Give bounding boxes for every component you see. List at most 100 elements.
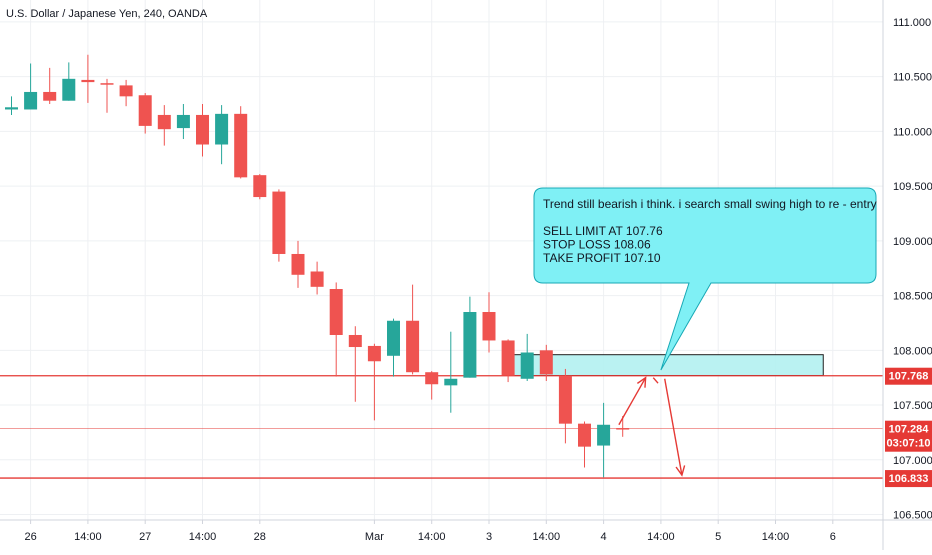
current-price-tag: 107.284 03:07:10 — [885, 420, 932, 452]
candle-body — [348, 334, 362, 348]
axis-ticks: 111.000 110.500 110.000 109.500 109.000 108.5… — [24, 17, 932, 543]
time-tick-label: 26 — [24, 531, 36, 543]
take-profit-level-tag: 106.833 — [885, 470, 932, 488]
candle — [520, 333, 534, 381]
candle — [272, 189, 286, 262]
candle-body — [463, 312, 477, 378]
candle-body — [520, 352, 534, 379]
time-tick-label: 14:00 — [418, 531, 446, 543]
candle — [81, 54, 95, 103]
price-tick-label: 108.500 — [893, 291, 932, 303]
callout-line: TAKE PROFIT 107.10 — [543, 251, 661, 265]
candle-body — [100, 83, 114, 85]
price-tag-label: 107.768 — [889, 371, 929, 383]
candle-body — [43, 91, 57, 101]
candles — [5, 54, 630, 478]
arrow-segment[interactable] — [664, 378, 683, 476]
symbol-title[interactable]: U.S. Dollar / Japanese Yen, 240, OANDA — [6, 8, 208, 20]
price-tick-label: 108.000 — [893, 345, 932, 357]
candle-body — [176, 114, 190, 129]
candle — [463, 296, 477, 378]
price-tick-label: 106.500 — [893, 510, 932, 522]
time-tick-label: Mar — [365, 531, 384, 543]
candle — [501, 339, 515, 383]
time-tick-label: 4 — [601, 531, 607, 543]
candle — [291, 240, 305, 288]
time-tick-label: 6 — [830, 531, 836, 543]
price-tick-label: 107.500 — [893, 400, 932, 412]
candle-body — [62, 78, 76, 101]
entry-zone-rect[interactable] — [513, 354, 824, 376]
candle — [329, 282, 343, 377]
callout-line: STOP LOSS 108.06 — [543, 238, 651, 252]
time-tick-label: 3 — [486, 531, 492, 543]
arrow-segment[interactable] — [618, 377, 647, 426]
time-tick-label: 14:00 — [762, 531, 790, 543]
candle — [310, 261, 324, 295]
candle — [62, 62, 76, 101]
candle-body — [387, 320, 400, 356]
arrow-head — [636, 376, 647, 388]
time-tick-label: 14:00 — [74, 531, 102, 543]
candle — [425, 371, 439, 400]
candle — [176, 104, 190, 140]
price-tick-label: 109.000 — [893, 236, 932, 248]
time-tick-label: 27 — [139, 531, 151, 543]
candle-body — [234, 113, 248, 178]
horizontal-levels[interactable] — [0, 375, 883, 479]
candle-body — [329, 289, 343, 335]
candle — [482, 292, 496, 353]
price-tags: 107.768 107.284 03:07:10 106.833 — [885, 367, 932, 488]
price-tick-label: 111.000 — [893, 17, 931, 29]
candle-body — [119, 85, 133, 97]
price-tick-label: 110.000 — [893, 126, 932, 138]
candle — [539, 344, 553, 381]
time-tick-label: 14:00 — [647, 531, 675, 543]
sell-limit-level-tag: 107.768 — [885, 367, 932, 385]
candle-body — [310, 271, 324, 287]
candle — [558, 368, 572, 444]
candle-body — [5, 107, 18, 110]
candle — [367, 343, 381, 421]
candle — [234, 106, 248, 179]
time-tick-label: 5 — [715, 531, 721, 543]
candle — [444, 331, 458, 413]
candle — [43, 67, 57, 104]
price-tick-label: 110.500 — [893, 72, 932, 84]
callout-note[interactable]: Trend still bearish i think. i search sm… — [533, 187, 877, 371]
candle-body — [272, 191, 286, 254]
candle-body — [24, 91, 38, 110]
candle-body — [539, 350, 553, 375]
candle — [119, 79, 133, 107]
candle-body — [138, 95, 152, 126]
time-tick-label: 14:00 — [189, 531, 217, 543]
price-tag-bg — [885, 420, 932, 452]
candle — [387, 318, 400, 377]
candle-body — [501, 340, 515, 376]
arrow-head — [675, 465, 686, 477]
arrow-segment[interactable] — [652, 377, 659, 384]
countdown-label: 03:07:10 — [886, 438, 930, 450]
time-tick-label: 28 — [254, 531, 266, 543]
candle — [5, 96, 18, 115]
candle-body — [367, 345, 381, 362]
candle-body — [425, 372, 439, 385]
candle — [597, 402, 611, 478]
candle-body — [578, 423, 591, 447]
candle — [24, 63, 38, 110]
callout-bubble[interactable] — [533, 187, 877, 371]
candle-body — [444, 378, 458, 386]
candle — [578, 421, 591, 468]
forecast-arrows[interactable] — [618, 376, 686, 477]
time-tick-label: 14:00 — [533, 531, 561, 543]
candle-body — [406, 320, 420, 373]
candle — [253, 174, 267, 200]
candle-body — [597, 424, 611, 446]
entry-zone[interactable] — [513, 354, 824, 376]
candle — [157, 105, 171, 146]
callout-text: Trend still bearish i think. i search sm… — [543, 197, 877, 265]
candle-body — [558, 375, 572, 424]
